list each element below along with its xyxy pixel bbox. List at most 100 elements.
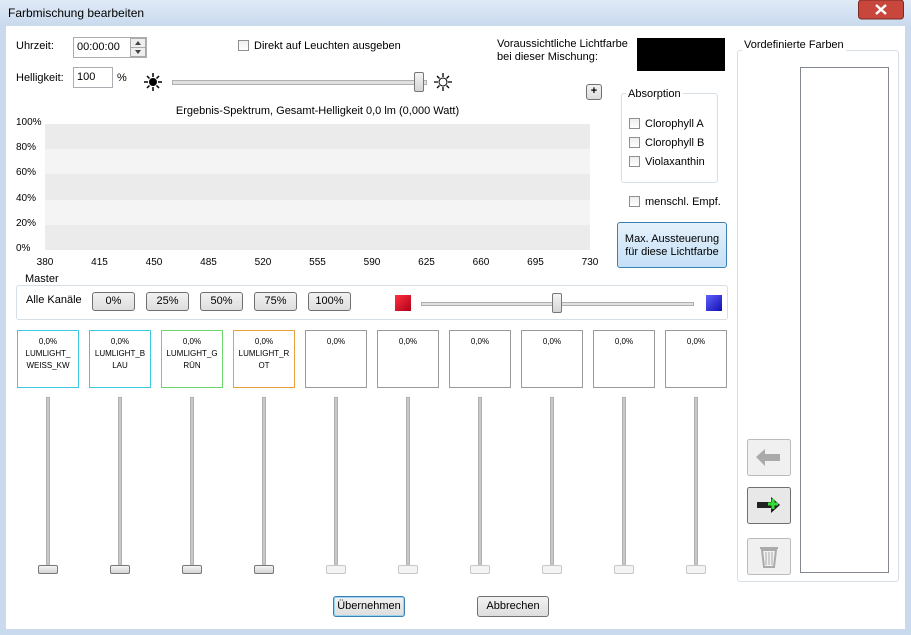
channel-thumb [614,565,634,574]
channel-name: LUMLIGHT_WEISS_KW [25,349,71,370]
x-tick-label: 660 [472,257,490,268]
preview-color [637,38,725,71]
x-tick-label: 625 [418,257,435,268]
channel-name: LUMLIGHT_ROT [238,349,290,370]
master-thumb[interactable] [552,293,562,313]
channel-value: 0,0% [254,337,274,346]
frame [0,629,911,635]
channel-track [406,397,410,571]
absorption-label: Clorophyll A [645,118,704,130]
delete-button [747,538,791,575]
sun-dark-icon [144,73,162,91]
time-label: Uhrzeit: [16,40,54,52]
preview-label: Voraussichtliche Lichtfarbe [497,38,628,50]
plot-band [45,124,590,150]
time-value: 00:00:00 [77,41,120,53]
channel-track [334,397,338,571]
close-button[interactable] [858,0,904,20]
window-title: Farbmischung bearbeiten [8,6,145,20]
y-tick-label: 60% [16,167,37,179]
channel-thumb [398,565,418,574]
x-tick-label: 695 [527,257,544,268]
channel-track [478,397,482,571]
channel-box: 0,0% [593,330,655,388]
spectrum-title: Ergebnis-Spektrum, Gesamt-Helligkeit 0,0… [175,105,460,117]
x-tick-label: 450 [145,257,163,268]
channel-box: 0,0% LUMLIGHT_GRÜN [161,330,223,388]
y-tick-label: 100% [16,117,42,128]
absorption-label: Violaxanthin [645,156,705,168]
human-sensitivity-checkbox[interactable] [629,196,640,207]
cancel-button[interactable]: Abbrechen [477,596,549,617]
channel-value: 0,0% [470,337,490,346]
x-tick-label: 380 [36,257,54,268]
all-channels-label: Alle Kanäle [26,294,82,306]
plot-band [45,224,590,250]
brightness-unit: % [117,72,127,84]
preview-label: bei dieser Mischung: [497,51,598,63]
channel-value: 0,0% [110,337,130,346]
time-spinner[interactable] [130,38,146,57]
channel-thumb[interactable] [254,565,274,574]
channel-track [694,397,698,571]
blue-swatch [706,295,722,311]
channel-value: 0,0% [326,337,346,346]
channel-thumb[interactable] [182,565,202,574]
channel-thumb [542,565,562,574]
channel-track [46,397,50,571]
channel-value: 0,0% [542,337,562,346]
brightness-track [172,80,427,85]
y-tick-label: 0% [16,243,31,254]
absorption-checkbox[interactable] [629,137,640,148]
master-button[interactable]: 25% [146,292,189,311]
master-button[interactable]: 50% [200,292,243,311]
time-input[interactable]: 00:00:00 [73,37,147,58]
master-button[interactable]: 75% [254,292,297,311]
channel-thumb[interactable] [110,565,130,574]
channel-box: 0,0% LUMLIGHT_WEISS_KW [17,330,79,388]
max-button-label: für diese Lichtfarbe [625,246,719,258]
predefined-list[interactable] [800,67,889,573]
channel-box: 0,0% [377,330,439,388]
channel-value: 0,0% [686,337,706,346]
channel-thumb [686,565,706,574]
absorption-checkbox[interactable] [629,118,640,129]
brightness-value: 100 [77,71,96,83]
channel-track [262,397,266,571]
x-tick-label: 485 [200,257,217,268]
brightness-label: Helligkeit: [16,72,64,84]
channel-box: 0,0% [305,330,367,388]
channel-track [622,397,626,571]
master-title: Master [23,273,61,285]
channel-track [550,397,554,571]
apply-button[interactable]: Übernehmen [333,596,405,617]
absorption-checkbox[interactable] [629,156,640,167]
frame [905,26,911,635]
direct-output-checkbox[interactable] [238,40,249,51]
title-bar [0,0,911,26]
channel-box: 0,0% [665,330,727,388]
channel-box: 0,0% LUMLIGHT_BLAU [89,330,151,388]
plus-button[interactable]: + [586,84,602,100]
sun-light-icon [434,73,452,91]
master-button[interactable]: 100% [308,292,351,311]
add-arrow-button[interactable] [747,487,791,524]
channel-thumb[interactable] [38,565,58,574]
absorption-label: Clorophyll B [645,137,705,149]
channel-track [190,397,194,571]
channel-value: 0,0% [38,337,58,346]
channel-value: 0,0% [614,337,634,346]
x-tick-label: 555 [309,257,326,268]
master-button[interactable]: 0% [92,292,135,311]
channel-value: 0,0% [182,337,202,346]
y-tick-label: 40% [16,192,37,204]
channel-thumb [470,565,490,574]
direct-output-label: Direkt auf Leuchten ausgeben [254,40,401,52]
frame [0,26,6,635]
x-tick-label: 590 [363,257,381,268]
brightness-input[interactable]: 100 [73,67,113,88]
brightness-thumb[interactable] [414,72,424,92]
max-button-label: Max. Aussteuerung [624,233,720,245]
max-button[interactable]: Max. Aussteuerung für diese Lichtfarbe [617,222,727,268]
